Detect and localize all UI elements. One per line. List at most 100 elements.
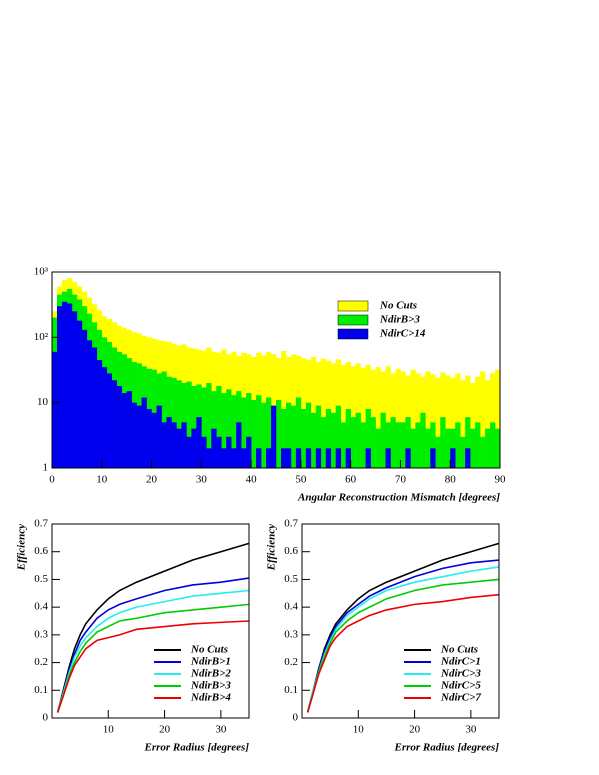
y-tick-label: 0.4 [284,601,298,613]
bar [226,389,232,468]
bar [201,387,207,468]
x-tick-label: 10 [353,724,365,736]
bar [226,436,232,468]
bar [176,380,182,468]
bar [156,405,162,468]
bar [221,448,227,468]
bar [256,395,262,468]
bar [445,428,451,468]
legend-label: NdirC>7 [440,692,481,704]
bar [415,373,421,468]
bar [131,402,137,468]
line [56,577,250,713]
bar [206,448,212,468]
bar [305,402,312,468]
legend-label: No Cuts [440,644,478,656]
x-tick-label: 30 [465,724,477,736]
legend-swatch [337,328,369,340]
bar [430,374,436,468]
bar [415,422,421,468]
legend-label: NdirC>5 [440,680,481,692]
x-tick-label: 20 [159,724,171,736]
bar [211,428,217,468]
bar [176,428,182,468]
bar [201,436,207,468]
bar [76,320,83,468]
frame [301,523,500,719]
bar [56,306,63,468]
bar [186,381,192,468]
x-tick-label: 10 [96,474,108,486]
bar [295,448,302,468]
bar [435,377,441,468]
bar [285,448,292,468]
bar [315,448,322,468]
bar [191,385,197,468]
bar [480,371,486,468]
bar [405,448,411,468]
bar [191,428,197,468]
bar [315,405,322,468]
bar [400,371,406,468]
x-axis-label: Error Radius [degrees] [143,742,249,754]
bar [280,408,287,468]
line [56,603,250,713]
y-tick-label: 0.3 [34,628,48,640]
bar [465,448,471,468]
bar [450,448,456,468]
bar [495,428,501,468]
x-tick-label: 30 [196,474,208,486]
bar [375,428,381,468]
y-tick-label: 0.6 [34,545,48,557]
bar [425,428,431,468]
bar [460,436,466,468]
bar [52,351,58,468]
bar [196,417,202,468]
bar [395,422,401,468]
bar [285,402,292,468]
bar [465,417,471,468]
legend-label: No Cuts [190,644,228,656]
bar [295,397,302,468]
bar [470,428,476,468]
bar [241,448,247,468]
bar [310,412,317,468]
y-tick-label: 10 [37,396,49,408]
bar [355,412,361,468]
bar [365,448,371,468]
bar [91,347,98,468]
y-tick-label: 0.4 [34,601,48,613]
x-tick-label: 10 [103,724,115,736]
y-tick-label: 0.2 [34,656,48,668]
y-tick-label: 0.7 [284,518,298,530]
y-tick-label: 0.5 [34,573,48,585]
y-tick-label: 0.5 [284,573,298,585]
line [306,559,500,713]
line [306,593,500,713]
y-tick-label: 10² [34,331,49,343]
bar [455,373,461,468]
x-tick-label: 80 [445,474,457,486]
bar [385,448,391,468]
bar [490,422,496,468]
bar [310,357,317,468]
bar [375,367,381,468]
bar [345,448,351,468]
bar [246,436,252,468]
bar [305,448,312,468]
legend-label: NdirB>3 [190,680,231,692]
bar [96,359,103,468]
bar [380,412,386,468]
bar [490,373,496,468]
bar [335,405,342,468]
x-axis-label: Angular Reconstruction Mismatch [degrees… [297,492,500,504]
bar [335,448,342,468]
bar [106,373,113,468]
bar [81,329,88,468]
legend-label: NdirC>14 [379,328,426,340]
bar [320,417,327,468]
legend-label: NdirC>3 [440,668,481,680]
bar [261,402,267,468]
y-tick-label: 0.1 [34,684,48,696]
